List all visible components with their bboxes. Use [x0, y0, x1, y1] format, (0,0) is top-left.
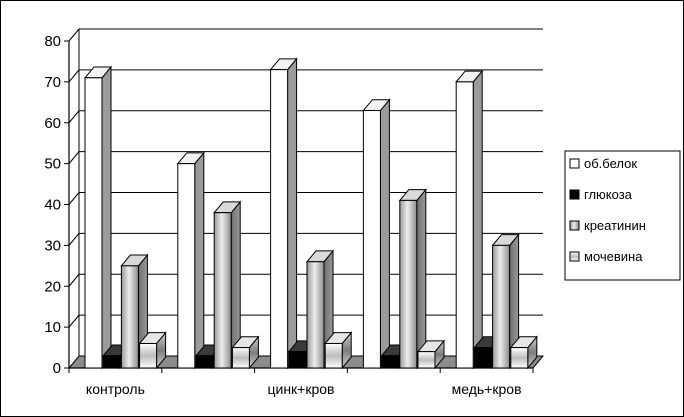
- y-tick-label: 20: [44, 278, 61, 295]
- bars-layer: [83, 57, 538, 370]
- legend-swatch: [569, 220, 580, 231]
- bar-front: [288, 351, 307, 369]
- bar-side: [287, 57, 298, 370]
- bar-side: [101, 65, 112, 370]
- y-tick-label: 70: [44, 74, 61, 91]
- y-tick-label: 40: [44, 197, 61, 214]
- legend-label: глюкоза: [584, 187, 633, 202]
- gridline-depth: [68, 233, 80, 246]
- bar: [231, 335, 260, 370]
- bar: [416, 339, 446, 370]
- legend-swatch: [569, 158, 580, 169]
- bar-front: [510, 347, 529, 369]
- bar: [362, 98, 391, 370]
- bar: [176, 151, 205, 370]
- bar-front: [455, 81, 474, 369]
- legend-label: об.белок: [584, 156, 637, 171]
- gridline-depth: [68, 314, 80, 328]
- bar-front: [102, 355, 121, 369]
- bar-front: [120, 265, 139, 369]
- gridline-depth: [68, 69, 80, 83]
- bar-front: [177, 163, 196, 369]
- legend-swatch: [569, 189, 580, 200]
- bar-front: [399, 199, 418, 369]
- bar: [83, 65, 113, 370]
- bar-front: [417, 351, 436, 369]
- legend-box: [564, 150, 681, 281]
- bar-side: [379, 98, 390, 370]
- bar-front: [473, 347, 492, 369]
- gridline-depth: [68, 273, 80, 287]
- gridline-depth: [68, 28, 80, 42]
- legend-label: мочевина: [584, 249, 643, 264]
- bar-front: [231, 347, 250, 369]
- legend: об.белок глюкоза креатинин мочевина: [564, 150, 681, 281]
- bar: [213, 200, 242, 370]
- bar-side: [194, 151, 205, 370]
- bar-front: [381, 355, 400, 369]
- gridline-depth: [68, 151, 80, 164]
- bar: [269, 57, 298, 370]
- legend-swatch: [569, 251, 580, 262]
- bar-front: [84, 77, 103, 369]
- bar: [509, 335, 538, 370]
- gridline-depth: [68, 192, 80, 205]
- bar-front: [362, 109, 381, 369]
- bar-front: [139, 342, 158, 369]
- bar-front: [492, 244, 511, 369]
- bar-front: [270, 69, 289, 369]
- y-tick-label: 30: [44, 237, 61, 254]
- y-tick-label: 50: [44, 156, 61, 173]
- bar-front: [324, 342, 343, 369]
- bar: [324, 331, 353, 370]
- x-category-label: медь+кров: [452, 381, 522, 397]
- bar-front: [306, 261, 325, 369]
- y-tick-label: 10: [44, 319, 61, 336]
- bar-side: [472, 69, 483, 370]
- x-category-label: контроль: [86, 381, 145, 397]
- legend-label: креатинин: [584, 218, 646, 233]
- y-tick-label: 80: [44, 33, 61, 50]
- y-tick-label: 60: [44, 115, 61, 132]
- bar: [138, 331, 167, 370]
- bar: [398, 188, 427, 370]
- bar-front: [213, 212, 232, 369]
- bar-side: [416, 188, 427, 370]
- y-tick-label: 0: [53, 360, 61, 377]
- x-category-label: цинк+кров: [267, 381, 334, 397]
- bar: [491, 233, 520, 370]
- gridline-depth: [68, 110, 80, 124]
- labels-layer: 0 10 20 30 40 50 60 70 80 контроль цинк+кров медь+к…: [44, 33, 521, 397]
- bar-front: [195, 355, 214, 369]
- bar: [455, 69, 484, 370]
- bar: [305, 249, 335, 370]
